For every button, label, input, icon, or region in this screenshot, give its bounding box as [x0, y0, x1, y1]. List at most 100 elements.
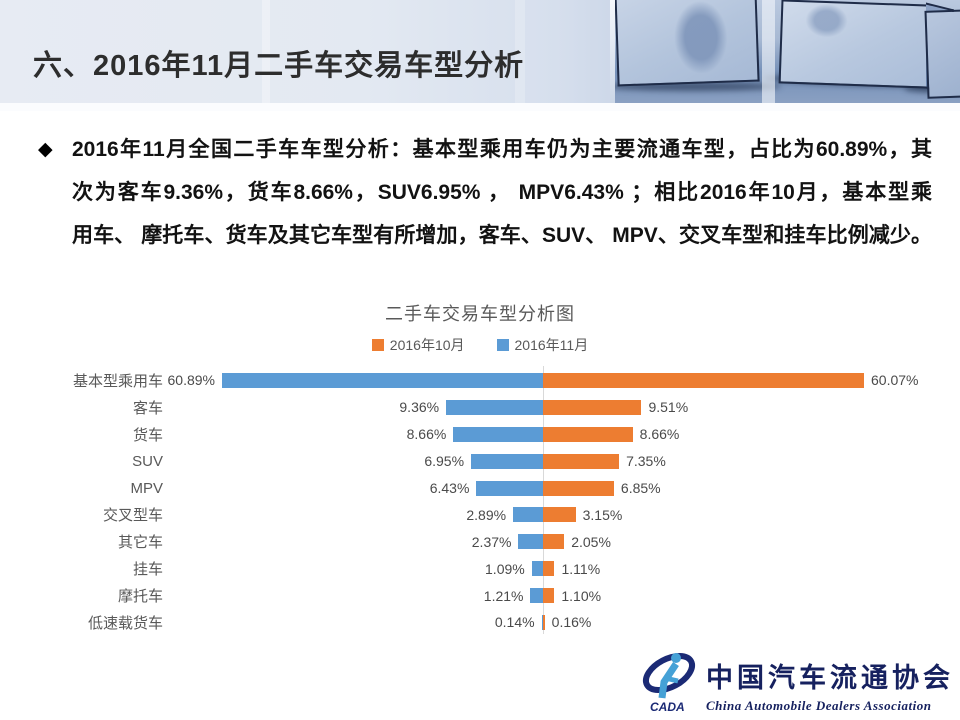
chart-row: SUV 6.95% 7.35%: [0, 448, 866, 475]
bar-oct: [543, 399, 642, 415]
value-label-nov: 6.95%: [424, 453, 465, 470]
bar-nov: [531, 561, 543, 577]
legend-swatch-blue: [496, 339, 509, 351]
left-half: 8.66%: [222, 421, 543, 448]
summary-paragraph: ◆ 2016年11月全国二手车车型分析：基本型乘用车仍为主要流通车型，占比为60…: [38, 128, 932, 257]
header: 六、2016年11月二手车交易车型分析: [0, 0, 960, 103]
summary-line: 次为客车9.36%，货车8.66%，SUV6.95% ， MPV6.43% ；相…: [72, 181, 932, 204]
plot-area: 6.43% 6.85%: [222, 475, 866, 502]
value-label-nov: 2.89%: [466, 506, 507, 523]
value-label-nov: 8.66%: [406, 426, 447, 443]
logo-name-en: China Automobile Dealers Association: [706, 698, 932, 713]
header-highlight-band: [515, 0, 525, 103]
left-half: 1.09%: [222, 555, 543, 582]
bar-nov: [453, 426, 543, 442]
chart-row: 交叉型车 2.89% 3.15%: [0, 501, 866, 528]
chart-row: 基本型乘用车 60.89% 60.07%: [0, 367, 919, 394]
bar-oct: [543, 480, 614, 496]
header-light-gap: [762, 0, 775, 103]
category-label: 客车: [132, 399, 163, 417]
legend-label: 2016年10月: [389, 337, 465, 353]
header-highlight-band: [262, 0, 270, 103]
left-half: 0.14%: [222, 609, 543, 636]
category-label: 基本型乘用车: [72, 372, 163, 390]
bar-oct: [543, 373, 864, 388]
cube-icon: [924, 9, 960, 99]
diamond-bullet-icon: ◆: [38, 139, 53, 160]
plot-area: 9.36% 9.51%: [222, 394, 866, 421]
right-half: 0.16%: [543, 609, 866, 636]
right-half: 1.11%: [543, 555, 866, 582]
cube-shadow: [610, 82, 781, 91]
right-half: 9.51%: [543, 394, 866, 421]
bar-oct: [543, 507, 576, 523]
logo-acronym: CADA: [650, 700, 685, 714]
value-label-oct: 60.07%: [871, 372, 919, 389]
left-half: 6.43%: [222, 475, 543, 502]
bar-oct: [543, 453, 620, 469]
chart-row: 客车 9.36% 9.51%: [0, 394, 866, 421]
value-label-nov: 0.14%: [494, 614, 535, 631]
value-label-nov: 2.37%: [471, 533, 512, 550]
chart-rows: 基本型乘用车 60.89% 60.07% 客车 9.36% 9.51% 货车 8.66% 8.6…: [0, 367, 919, 636]
page-title: 六、2016年11月二手车交易车型分析: [33, 50, 525, 82]
value-label-oct: 1.11%: [561, 560, 601, 577]
value-label-oct: 1.10%: [561, 587, 602, 604]
value-label-oct: 6.85%: [620, 480, 661, 496]
cada-logo-icon: CADA: [642, 652, 696, 714]
plot-area: 60.89% 60.07%: [168, 367, 919, 394]
bar-oct: [543, 426, 633, 442]
bar-nov: [222, 373, 543, 388]
logo-text: 中国汽车流通协会 China Automobile Dealers Associ…: [706, 656, 954, 714]
right-half: 3.15%: [543, 501, 866, 528]
chart-row: 挂车 1.09% 1.11%: [0, 555, 866, 582]
plot-area: 2.89% 3.15%: [222, 501, 866, 528]
bar-nov: [513, 507, 543, 523]
left-half: 9.36%: [222, 394, 543, 421]
value-label-nov: 6.43%: [429, 480, 470, 496]
value-label-oct: 9.51%: [648, 399, 689, 416]
chart-row: MPV 6.43% 6.85%: [0, 475, 866, 502]
bar-nov: [476, 480, 543, 496]
left-half: 60.89%: [168, 367, 543, 394]
cube-icon: [778, 0, 932, 89]
right-half: 8.66%: [543, 421, 866, 448]
value-label-nov: 1.09%: [485, 560, 525, 577]
plot-area: 6.95% 7.35%: [222, 448, 866, 475]
summary-line: 2016年11月全国二手车车型分析：基本型乘用车仍为主要流通车型，占比为60.8…: [72, 138, 932, 161]
category-label: 货车: [132, 426, 163, 444]
chart-row: 货车 8.66% 8.66%: [0, 421, 866, 448]
right-half: 7.35%: [543, 448, 866, 475]
header-divider: [0, 103, 960, 111]
plot-area: 2.37% 2.05%: [222, 528, 866, 555]
category-label: 其它车: [117, 534, 163, 552]
value-label-oct: 8.66%: [639, 426, 680, 443]
left-half: 6.95%: [222, 448, 543, 475]
cada-logo: CADA 中国汽车流通协会 China Automobile Dealers A…: [640, 648, 954, 714]
value-label-oct: 0.16%: [551, 614, 592, 631]
right-half: 60.07%: [543, 367, 918, 394]
bar-nov: [541, 615, 543, 631]
value-label-oct: 3.15%: [582, 506, 623, 523]
butterfly-bar-chart: 二手车交易车型分析图 2016年10月 2016年11月 基本型乘用车 60.89…: [0, 295, 960, 645]
cube-icon: [614, 0, 760, 87]
summary-line: 用车、 摩托车、货车及其它车型有所增加，客车、SUV、 MPV、交叉车型和挂车比…: [72, 224, 932, 247]
bar-nov: [530, 588, 543, 604]
category-label: SUV: [132, 452, 163, 470]
category-label: 摩托车: [117, 588, 163, 606]
right-half: 6.85%: [543, 475, 866, 502]
right-half: 1.10%: [543, 582, 866, 609]
bar-nov: [518, 534, 543, 550]
left-half: 2.37%: [222, 528, 543, 555]
category-label: MPV: [130, 479, 163, 497]
left-half: 2.89%: [222, 501, 543, 528]
chart-legend: 2016年10月 2016年11月: [0, 335, 960, 355]
value-label-oct: 2.05%: [571, 533, 611, 550]
right-half: 2.05%: [543, 528, 866, 555]
plot-area: 1.09% 1.11%: [222, 555, 866, 582]
plot-area: 1.21% 1.10%: [222, 582, 866, 609]
bar-oct: [543, 588, 555, 604]
chart-row: 低速载货车 0.14% 0.16%: [0, 609, 866, 636]
summary-text: 2016年11月全国二手车车型分析：基本型乘用车仍为主要流通车型，占比为60.8…: [38, 128, 932, 257]
